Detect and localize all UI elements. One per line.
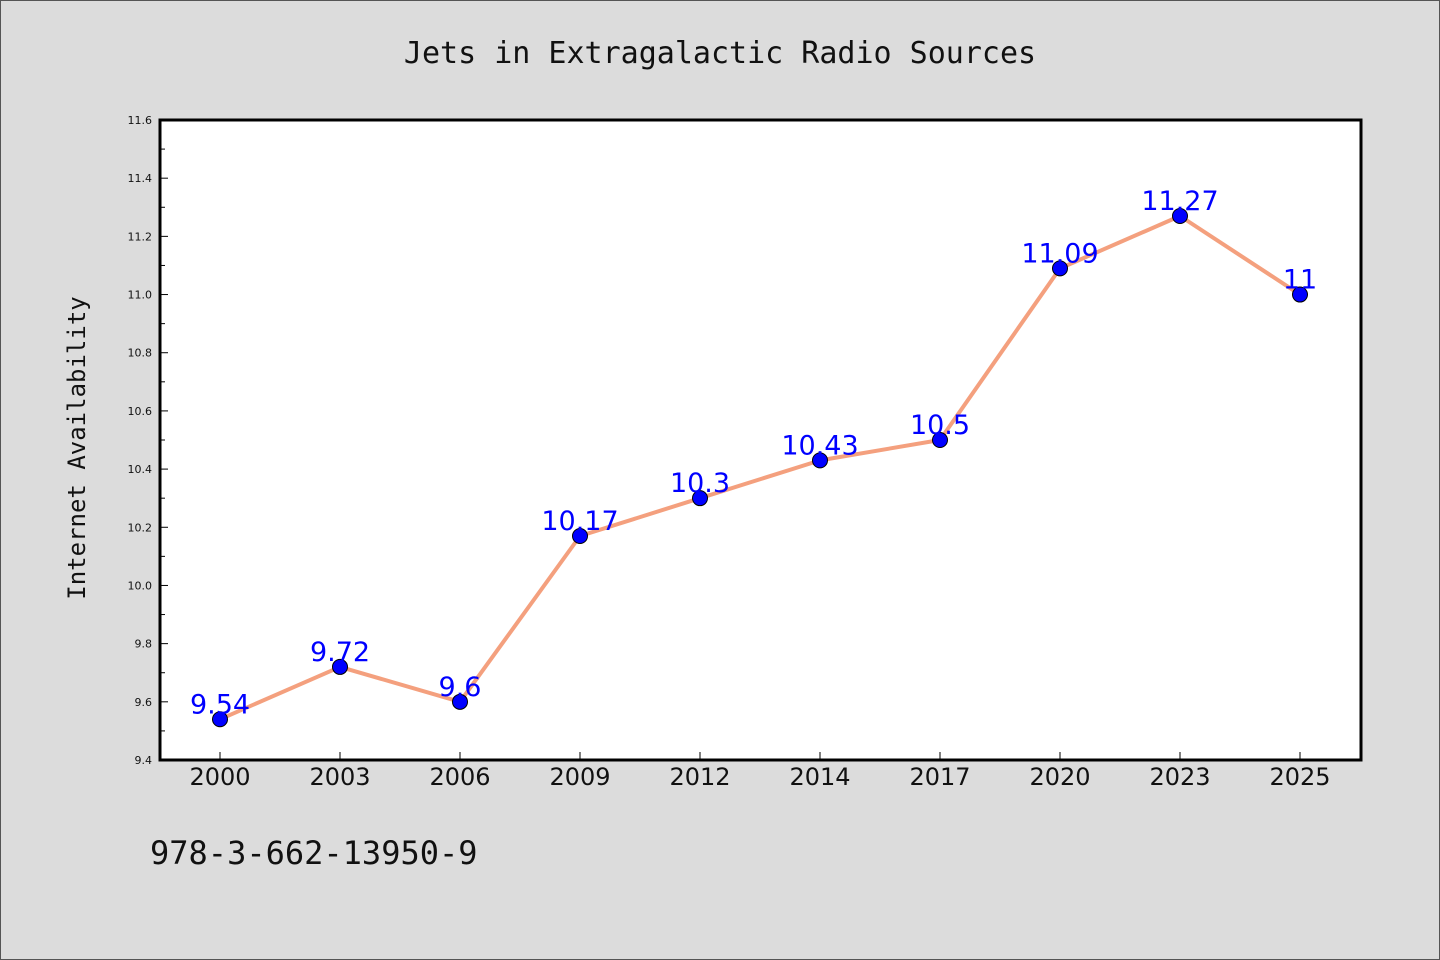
data-point [452, 693, 468, 710]
data-point [332, 658, 348, 675]
data-point [1052, 260, 1068, 277]
y-tick-label: 9.4 [135, 754, 153, 767]
y-tick-label: 9.6 [135, 696, 153, 709]
data-label: 11.09 [1021, 238, 1098, 269]
series-line [219, 214, 1302, 722]
chart-title: Jets in Extragalactic Radio Sources [404, 36, 1036, 71]
x-tick-label: 2017 [909, 763, 970, 791]
data-label: 11 [1283, 265, 1317, 296]
data-label: 11.27 [1141, 186, 1218, 217]
y-tick-label: 11.0 [128, 289, 153, 302]
x-tick-label: 2000 [189, 763, 250, 791]
y-tick-label: 9.8 [135, 638, 153, 651]
y-tick-label: 10.6 [128, 405, 153, 418]
x-tick-label: 2009 [549, 763, 610, 791]
y-tick-label: 10.0 [128, 579, 153, 592]
data-point [572, 528, 588, 544]
x-tick-label: 2012 [669, 763, 730, 791]
x-tick-label: 2020 [1029, 763, 1090, 791]
x-tick-label: 2025 [1269, 763, 1330, 791]
data-label: 9.72 [310, 637, 370, 668]
x-axis: 2000 2003 2006 2009 2012 2014 2017 2020 2023 2025 [189, 752, 1331, 791]
y-tick-label: 10.2 [128, 521, 153, 534]
y-axis: 9.4 9.6 9.8 10.0 10.2 10.4 10.6 10.8 11.0 11.2 11.… [128, 114, 168, 767]
y-tick-label: 11.4 [128, 172, 153, 185]
data-point [212, 711, 228, 728]
y-tick-label: 10.8 [128, 347, 153, 360]
series [212, 208, 1308, 728]
data-label: 9.6 [439, 672, 482, 703]
y-tick-label: 11.2 [128, 230, 153, 243]
data-label: 10.43 [781, 430, 858, 461]
x-tick-label: 2023 [1149, 763, 1210, 791]
data-label: 10.3 [670, 468, 730, 499]
isbn-footer: 978-3-662-13950-9 [150, 834, 478, 872]
data-point [812, 452, 828, 469]
data-point [1292, 286, 1308, 303]
y-tick-label: 11.6 [128, 114, 153, 127]
data-point [692, 490, 708, 507]
y-axis-label: Internet Availability [63, 296, 91, 599]
x-tick-label: 2006 [429, 763, 490, 791]
y-tick-label: 10.4 [128, 463, 153, 476]
data-label: 10.5 [910, 410, 970, 441]
plot-area [158, 118, 1363, 762]
x-tick-label: 2014 [789, 763, 850, 791]
data-label: 10.17 [541, 506, 618, 537]
data-label: 9.54 [190, 689, 250, 720]
data-point [932, 432, 948, 448]
data-point [1172, 208, 1188, 224]
x-tick-label: 2003 [309, 763, 370, 791]
data-labels: 9.54 9.72 9.6 10.17 10.3 10.43 10.5 11.09 11.27 1… [190, 186, 1317, 720]
